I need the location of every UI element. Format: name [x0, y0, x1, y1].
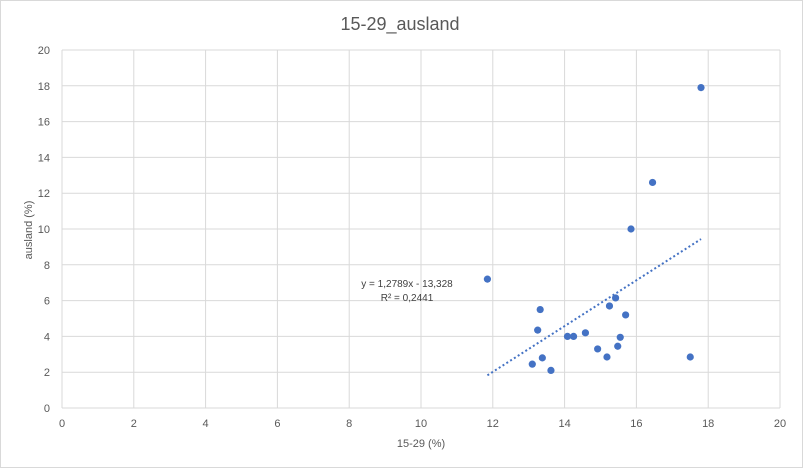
- y-tick-label: 18: [38, 81, 50, 93]
- y-tick-label: 20: [38, 45, 50, 57]
- y-tick-label: 6: [44, 296, 50, 308]
- trendline: [486, 238, 702, 377]
- x-tick-label: 12: [487, 418, 499, 430]
- y-tick-label: 10: [38, 224, 50, 236]
- scatter-point: [534, 326, 542, 334]
- x-tick-label: 2: [131, 418, 137, 430]
- trendline-equation: y = 1,2789x - 13,328: [361, 279, 453, 290]
- scatter-point: [563, 332, 572, 340]
- scatter-point: [483, 275, 492, 283]
- trendline-r2: R² = 0,2441: [381, 293, 434, 304]
- scatter-point: [614, 342, 622, 350]
- scatter-point: [547, 366, 555, 375]
- data-points: [483, 83, 705, 375]
- scatter-point: [648, 178, 657, 187]
- x-tick-label: 4: [203, 418, 209, 430]
- x-tick-label: 6: [274, 418, 280, 430]
- y-tick-label: 12: [38, 188, 50, 200]
- y-tick-label: 0: [44, 403, 50, 415]
- scatter-point: [528, 360, 536, 368]
- x-tick-label: 0: [59, 418, 65, 430]
- scatter-point: [603, 353, 611, 361]
- y-tick-label: 4: [44, 331, 50, 343]
- scatter-point: [686, 353, 694, 361]
- scatter-point: [605, 302, 614, 310]
- scatter-point: [611, 294, 620, 302]
- x-tick-label: 16: [630, 418, 642, 430]
- y-tick-label: 2: [44, 367, 50, 379]
- scatter-point: [616, 333, 624, 341]
- x-tick-label: 20: [774, 418, 786, 430]
- scatter-point: [538, 354, 546, 362]
- trendline-group: [486, 238, 702, 377]
- scatter-point: [622, 311, 630, 319]
- chart-title: 15-29_ausland: [340, 14, 459, 35]
- scatter-point: [627, 225, 635, 233]
- x-axis-ticks: 0 2 4 6 8 10 12 14 16 18 20: [59, 418, 786, 430]
- y-axis-ticks: 0 2 4 6 8 10 12 14 16 18 20: [38, 45, 50, 415]
- x-tick-label: 18: [702, 418, 714, 430]
- scatter-point: [697, 83, 705, 92]
- scatter-point: [594, 345, 602, 353]
- y-axis-label: ausland (%): [23, 201, 35, 260]
- y-tick-label: 16: [38, 117, 50, 129]
- x-tick-label: 14: [558, 418, 570, 430]
- x-axis-label: 15-29 (%): [397, 438, 445, 450]
- scatter-point: [569, 332, 578, 340]
- y-tick-label: 8: [44, 260, 50, 272]
- x-tick-label: 10: [415, 418, 427, 430]
- y-tick-label: 14: [38, 152, 50, 164]
- scatter-point: [581, 329, 590, 337]
- gridlines: [61, 49, 781, 409]
- scatter-point: [536, 305, 544, 314]
- x-tick-label: 8: [346, 418, 352, 430]
